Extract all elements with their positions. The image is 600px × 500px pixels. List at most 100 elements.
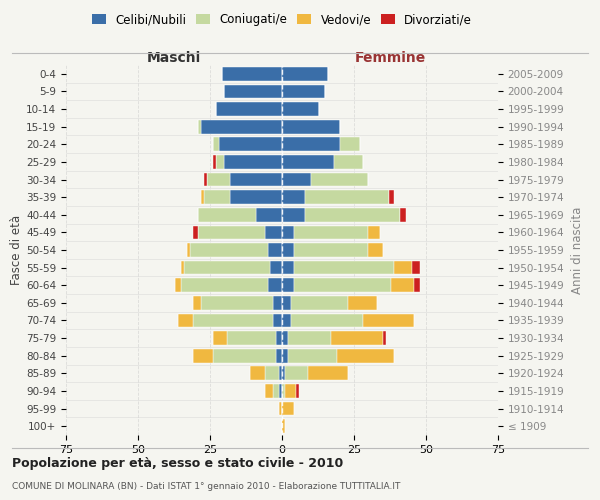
Bar: [282, 331, 288, 345]
Bar: [311, 172, 368, 186]
Text: Maschi: Maschi: [147, 51, 201, 65]
Bar: [276, 331, 282, 345]
Bar: [308, 366, 348, 380]
Bar: [279, 366, 282, 380]
Bar: [274, 296, 282, 310]
Bar: [213, 349, 276, 362]
Bar: [213, 155, 216, 169]
Bar: [293, 226, 368, 239]
Bar: [187, 243, 190, 257]
Bar: [268, 243, 282, 257]
Bar: [175, 278, 181, 292]
Bar: [199, 208, 256, 222]
Bar: [282, 243, 293, 257]
Bar: [290, 314, 362, 328]
Bar: [199, 226, 265, 239]
Bar: [218, 138, 282, 151]
Bar: [282, 384, 285, 398]
Bar: [216, 102, 282, 116]
Bar: [282, 84, 325, 98]
Bar: [290, 296, 348, 310]
Text: Femmine: Femmine: [355, 51, 425, 65]
Bar: [305, 190, 389, 204]
Bar: [193, 314, 274, 328]
Text: COMUNE DI MOLINARA (BN) - Dati ISTAT 1° gennaio 2010 - Elaborazione TUTTITALIA.I: COMUNE DI MOLINARA (BN) - Dati ISTAT 1° …: [12, 482, 400, 491]
Bar: [207, 172, 230, 186]
Bar: [265, 384, 274, 398]
Bar: [282, 366, 285, 380]
Bar: [202, 190, 204, 204]
Bar: [202, 296, 274, 310]
Bar: [348, 296, 377, 310]
Bar: [394, 260, 412, 274]
Bar: [293, 243, 368, 257]
Bar: [334, 155, 362, 169]
Bar: [256, 208, 282, 222]
Bar: [282, 260, 293, 274]
Bar: [282, 155, 334, 169]
Bar: [184, 260, 271, 274]
Bar: [204, 190, 230, 204]
Bar: [400, 208, 406, 222]
Bar: [340, 138, 360, 151]
Bar: [282, 102, 319, 116]
Bar: [224, 155, 282, 169]
Bar: [274, 384, 279, 398]
Bar: [178, 314, 193, 328]
Bar: [282, 226, 293, 239]
Y-axis label: Fasce di età: Fasce di età: [10, 215, 23, 285]
Bar: [362, 314, 415, 328]
Bar: [412, 260, 420, 274]
Bar: [337, 349, 394, 362]
Bar: [285, 366, 308, 380]
Bar: [282, 420, 285, 433]
Bar: [282, 349, 288, 362]
Bar: [279, 402, 282, 415]
Bar: [293, 278, 391, 292]
Bar: [288, 349, 337, 362]
Bar: [282, 278, 293, 292]
Bar: [389, 190, 394, 204]
Bar: [279, 384, 282, 398]
Bar: [282, 208, 305, 222]
Bar: [213, 138, 218, 151]
Bar: [224, 84, 282, 98]
Bar: [271, 260, 282, 274]
Bar: [331, 331, 383, 345]
Bar: [265, 366, 279, 380]
Bar: [221, 67, 282, 80]
Bar: [190, 243, 268, 257]
Bar: [305, 208, 400, 222]
Bar: [383, 331, 386, 345]
Bar: [282, 67, 328, 80]
Bar: [282, 138, 340, 151]
Bar: [216, 155, 224, 169]
Bar: [282, 190, 305, 204]
Legend: Celibi/Nubili, Coniugati/e, Vedovi/e, Divorziati/e: Celibi/Nubili, Coniugati/e, Vedovi/e, Di…: [87, 8, 477, 31]
Bar: [193, 226, 199, 239]
Bar: [250, 366, 265, 380]
Y-axis label: Anni di nascita: Anni di nascita: [571, 206, 584, 294]
Bar: [193, 349, 213, 362]
Bar: [293, 260, 394, 274]
Bar: [265, 226, 282, 239]
Bar: [368, 226, 380, 239]
Text: Popolazione per età, sesso e stato civile - 2010: Popolazione per età, sesso e stato civil…: [12, 458, 343, 470]
Bar: [204, 172, 207, 186]
Bar: [181, 260, 184, 274]
Bar: [268, 278, 282, 292]
Bar: [213, 331, 227, 345]
Bar: [199, 120, 202, 134]
Bar: [296, 384, 299, 398]
Bar: [202, 120, 282, 134]
Bar: [276, 349, 282, 362]
Bar: [282, 314, 290, 328]
Bar: [230, 172, 282, 186]
Bar: [282, 402, 293, 415]
Bar: [227, 331, 276, 345]
Bar: [288, 331, 331, 345]
Bar: [282, 172, 311, 186]
Bar: [415, 278, 420, 292]
Bar: [282, 120, 340, 134]
Bar: [181, 278, 268, 292]
